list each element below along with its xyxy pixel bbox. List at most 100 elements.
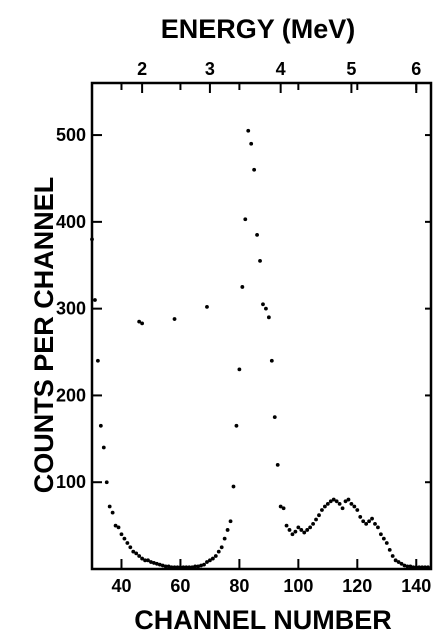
data-point [299, 528, 304, 532]
data-point [337, 502, 342, 506]
data-point [219, 545, 224, 550]
data-point [178, 565, 183, 570]
data-point [290, 532, 295, 537]
y-tick-label: 100 [56, 472, 86, 492]
data-point [255, 232, 259, 237]
data-point [284, 523, 289, 528]
data-point [175, 565, 180, 570]
x-tick-label: 80 [229, 576, 249, 596]
data-point [116, 525, 121, 530]
top-tick-label: 4 [276, 59, 286, 79]
data-point [423, 565, 428, 570]
data-point [107, 504, 112, 509]
data-point [110, 510, 115, 515]
data-point [334, 499, 339, 504]
data-point [140, 556, 145, 561]
data-point [399, 561, 404, 566]
data-point [157, 562, 162, 567]
data-point [119, 532, 124, 537]
top-tick-label: 3 [205, 59, 215, 79]
data-point [208, 558, 212, 563]
data-point [390, 554, 395, 558]
data-point [128, 545, 133, 550]
data-point [205, 305, 209, 309]
data-point [154, 561, 159, 566]
data-point [93, 298, 97, 302]
data-point [269, 358, 274, 363]
data-point [393, 558, 398, 563]
data-point [275, 462, 280, 467]
data-point [101, 445, 106, 450]
data-point [302, 530, 307, 535]
data-point [216, 549, 221, 554]
data-point [381, 536, 386, 541]
data-point [228, 519, 233, 524]
y-axis-label: COUNTS PER CHANNEL [29, 177, 59, 494]
data-point [169, 565, 174, 570]
data-point [370, 516, 374, 521]
data-point [308, 525, 313, 530]
data-point [258, 259, 262, 263]
y-tick-label: 400 [56, 212, 86, 232]
data-point [249, 141, 254, 146]
data-point [240, 285, 245, 289]
data-point [113, 523, 118, 528]
y-tick-label: 200 [56, 385, 86, 405]
data-point [325, 502, 330, 506]
data-point [266, 315, 271, 320]
data-point [187, 565, 192, 570]
data-point [361, 519, 366, 524]
data-point [408, 564, 413, 569]
x-tick-label: 140 [401, 576, 431, 596]
data-point [160, 563, 165, 568]
data-point [322, 504, 327, 509]
data-point [405, 564, 410, 569]
x-axis-label: CHANNEL NUMBER [134, 605, 392, 635]
data-point [281, 506, 286, 511]
data-point [367, 519, 371, 524]
x-tick-label: 120 [342, 576, 372, 596]
data-point [272, 415, 277, 420]
data-point [349, 502, 354, 506]
data-point [210, 556, 215, 561]
data-point [243, 217, 248, 222]
data-point [293, 529, 298, 534]
data-point [149, 560, 153, 564]
top-tick-label: 5 [346, 59, 356, 79]
data-point [261, 302, 265, 307]
y-tick-label: 500 [56, 125, 86, 145]
marks-layer: 40 60 80 100 120 140 100 200 300 400 500 2 3 4 5 6 [56, 59, 431, 596]
x-tick-label: 60 [170, 576, 190, 596]
data-point [414, 565, 419, 570]
data-point [222, 536, 227, 541]
data-point [420, 565, 425, 570]
data-point [190, 565, 195, 570]
data-point [122, 536, 127, 541]
data-point [352, 504, 357, 509]
data-point [196, 564, 201, 569]
top-tick-label: 2 [137, 59, 147, 79]
data-point [90, 237, 94, 242]
data-point [137, 554, 142, 558]
data-point [205, 560, 209, 564]
top-tick-label: 6 [411, 59, 421, 79]
data-point [184, 565, 189, 570]
data-point [95, 358, 100, 363]
data-point [331, 497, 336, 502]
data-point [172, 565, 177, 570]
data-point [387, 548, 392, 552]
data-point [376, 525, 380, 530]
data-point [264, 306, 268, 311]
data-point [237, 367, 242, 372]
data-point [143, 558, 147, 563]
data-point [213, 554, 218, 558]
data-point [364, 521, 369, 526]
data-point [287, 528, 292, 532]
data-point [104, 480, 109, 485]
data-point [98, 423, 103, 428]
data-point [140, 321, 145, 326]
data-point [166, 564, 171, 569]
data-point [163, 564, 168, 569]
data-point [152, 561, 156, 565]
plot-frame [90, 81, 433, 571]
